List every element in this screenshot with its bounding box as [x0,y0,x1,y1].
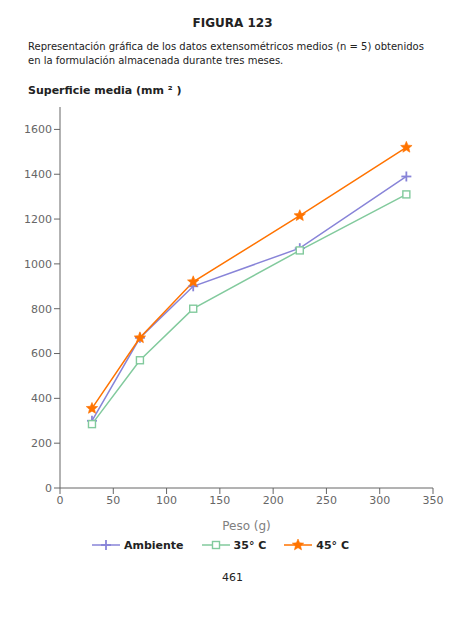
svg-text:100: 100 [156,494,177,507]
svg-text:150: 150 [209,494,230,507]
svg-text:Peso (g): Peso (g) [222,519,271,533]
svg-text:0: 0 [45,482,52,495]
svg-text:200: 200 [263,494,284,507]
svg-text:250: 250 [316,494,337,507]
svg-text:400: 400 [31,392,52,405]
svg-text:1600: 1600 [24,123,52,136]
svg-text:50: 50 [106,494,120,507]
svg-text:800: 800 [31,303,52,316]
html-text:461: 461 [222,571,243,584]
svg-text:0: 0 [57,494,64,507]
html-text:35° C: 35° C [233,538,267,552]
html-text:Ambiente: Ambiente [124,538,184,552]
html-text:45° C: 45° C [316,538,349,552]
html-text:Representación gráfica de los: Representación gráfica de los datos exte… [28,41,424,52]
html-text:Superficie media (mm ² ): Superficie media (mm ² ) [28,84,182,97]
html-text:en la formulación almacenada d: en la formulación almacenada durante tre… [28,55,284,66]
svg-text:200: 200 [31,437,52,450]
svg-text:1200: 1200 [24,213,52,226]
html-text:FIGURA 123: FIGURA 123 [192,16,273,30]
svg-text:1000: 1000 [24,258,52,271]
svg-text:350: 350 [423,494,444,507]
svg-text:600: 600 [31,347,52,360]
svg-text:1400: 1400 [24,168,52,181]
svg-text:300: 300 [369,494,390,507]
